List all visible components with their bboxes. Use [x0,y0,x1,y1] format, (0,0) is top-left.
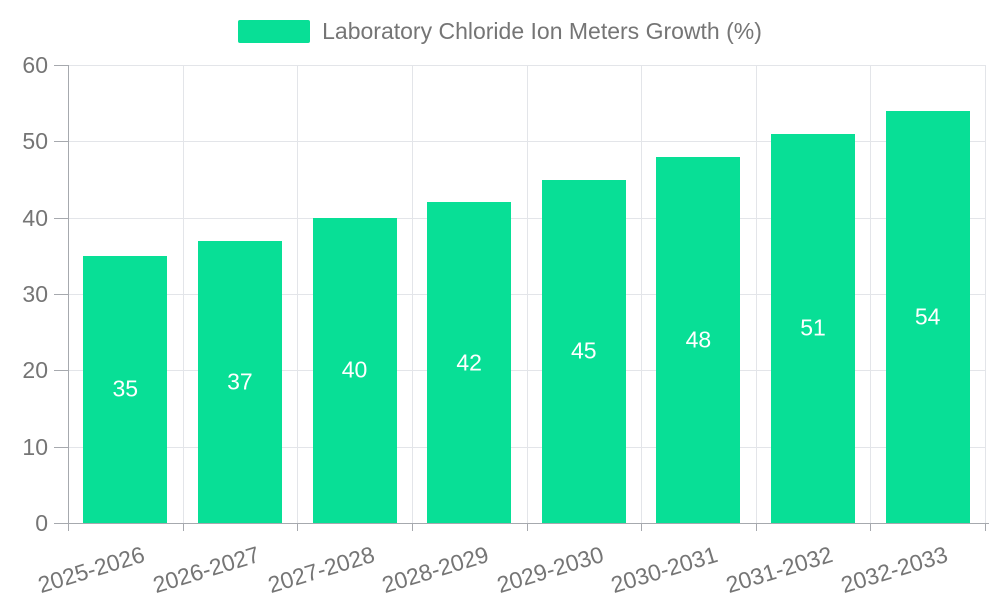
legend-swatch [238,19,311,43]
bar-value-label: 42 [456,349,482,376]
bar-value-label: 37 [227,368,253,395]
x-axis-tick [526,523,528,531]
x-gridline [755,65,757,523]
x-gridline [526,65,528,523]
bar[interactable]: 54 [885,110,970,523]
x-axis-tick [297,523,299,531]
y-axis-line [68,65,69,531]
x-gridline [297,65,299,523]
x-gridline [411,65,413,523]
legend-label: Laboratory Chloride Ion Meters Growth (%… [322,18,762,44]
x-axis-tick [755,523,757,531]
y-axis-tick [54,370,68,372]
bar-value-label: 45 [571,337,597,364]
y-tick-label: 20 [22,357,48,384]
bar[interactable]: 37 [197,240,282,523]
bar[interactable]: 35 [83,255,168,523]
y-axis-tick [54,446,68,448]
bar-value-label: 54 [914,303,941,330]
x-axis-tick [985,523,986,531]
x-tick-label: 2032-2033 [837,541,951,599]
x-gridline [182,65,184,523]
x-axis-line [68,523,989,524]
x-tick-label: 2028-2029 [378,541,492,599]
bar[interactable]: 45 [541,179,626,523]
x-tick-label: 2031-2032 [722,541,836,599]
bar-value-label: 51 [800,314,826,341]
bar[interactable]: 40 [312,217,397,523]
y-tick-label: 30 [22,281,48,307]
bar-value-label: 35 [112,375,139,402]
x-gridline [641,65,643,523]
x-axis-tick [641,523,643,531]
x-axis-tick [182,523,184,531]
y-tick-label: 50 [22,128,48,155]
x-gridline [870,65,872,523]
y-tick-label: 60 [22,52,48,78]
x-axis-tick [870,523,872,531]
x-tick-label: 2030-2031 [608,541,722,599]
y-axis-tick [54,523,68,524]
y-axis-tick [54,294,68,295]
y-axis-tick [54,217,68,219]
y-tick-label: 0 [35,510,48,536]
bar-value-label: 48 [685,326,712,353]
bar-value-label: 40 [341,356,368,383]
bar[interactable]: 48 [656,156,741,523]
x-tick-label: 2029-2030 [493,541,607,599]
x-gridline [985,65,986,523]
x-tick-label: 2025-2026 [35,541,148,599]
y-axis-tick [54,65,68,66]
x-tick-label: 2027-2028 [264,541,378,599]
chart-legend[interactable]: Laboratory Chloride Ion Meters Growth (%… [0,17,1000,45]
y-tick-label: 10 [22,433,48,460]
x-tick-label: 2026-2027 [149,541,263,599]
x-axis-tick [411,523,413,531]
bar[interactable]: 51 [771,133,856,523]
y-tick-label: 40 [22,204,48,231]
bar[interactable]: 42 [427,202,512,523]
y-axis-tick [54,141,68,143]
